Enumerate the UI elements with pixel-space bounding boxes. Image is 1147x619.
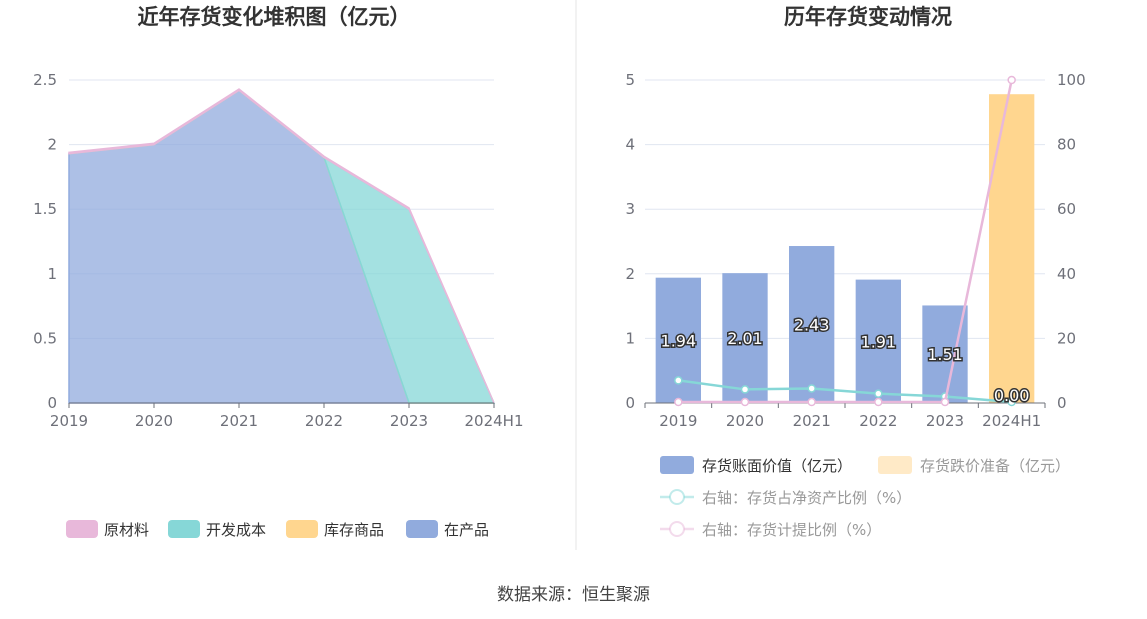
left-x-tick-label: 2020	[135, 412, 173, 430]
left-x-tick-label: 2022	[305, 412, 343, 430]
left-x-tick-label: 2023	[390, 412, 428, 430]
left-legend-label: 原材料	[104, 521, 149, 539]
line-point	[874, 397, 883, 407]
left-x-tick-label: 2019	[50, 412, 88, 430]
bar-value-label: 1.51	[927, 345, 963, 364]
left-legend-item[interactable]: 开发成本	[168, 520, 266, 539]
right-y-right-tick-label: 80	[1057, 136, 1076, 154]
bar-value-label: 0.00	[994, 386, 1030, 405]
left-areas	[68, 88, 496, 404]
right-y-left-tick-label: 2	[625, 265, 635, 283]
left-legend-label: 在产品	[444, 521, 489, 539]
data-source: 数据来源：恒生聚源	[497, 585, 650, 605]
left-legend-item[interactable]: 原材料	[66, 520, 149, 539]
right-x-tick-label: 2021	[793, 412, 831, 430]
right-legend-label: 存货账面价值（亿元）	[702, 457, 852, 475]
right-y-right-tick-label: 20	[1057, 329, 1076, 347]
left-chart-title: 近年存货变化堆积图（亿元）	[138, 5, 411, 29]
left-legend-swatch	[406, 520, 438, 538]
bar-value-label: 1.94	[661, 331, 697, 350]
right-legend-item[interactable]: 右轴：存货计提比例（%）	[660, 521, 881, 539]
left-y-tick-label: 0.5	[33, 329, 57, 347]
right-y-right-tick-label: 40	[1057, 265, 1076, 283]
right-legend-swatch	[660, 456, 694, 474]
line-point	[674, 376, 683, 385]
right-x-tick-label: 2024H1	[982, 412, 1041, 430]
bar-存货账面价值（亿元）	[855, 279, 901, 403]
left-y-tick-label: 1.5	[33, 200, 57, 218]
line-point	[740, 385, 750, 394]
right-y-right-tick-label: 0	[1057, 394, 1067, 412]
left-y-tick-label: 1	[47, 265, 57, 283]
left-legend-item[interactable]: 在产品	[406, 520, 489, 539]
line-point	[940, 397, 950, 407]
right-x-tick-label: 2020	[726, 412, 764, 430]
right-legend-marker	[669, 489, 685, 505]
left-axis: 0 0.5 1 1.5 2 2.5 2019 2020 2021 2022 2023 2024H1	[33, 71, 523, 430]
right-legend-label: 右轴：存货占净资产比例（%）	[702, 489, 911, 507]
line-point	[807, 397, 816, 407]
right-legend-swatch	[878, 456, 912, 474]
stacked-area-chart: 近年存货变化堆积图（亿元） 0 0.5 1 1.5 2 2.5 2019 2020 2021 20…	[33, 5, 523, 539]
right-lines	[674, 75, 1016, 407]
right-legend-label: 存货跌价准备（亿元）	[920, 457, 1070, 475]
left-legend-item[interactable]: 库存商品	[286, 520, 384, 539]
bar-存货跌价准备（亿元）	[989, 94, 1035, 403]
left-y-tick-label: 0	[47, 394, 57, 412]
right-x-tick-label: 2019	[659, 412, 697, 430]
bar-存货账面价值（亿元）	[722, 273, 768, 403]
right-y-left-tick-label: 4	[625, 136, 635, 154]
left-legend-swatch	[286, 520, 318, 538]
right-chart-title: 历年存货变动情况	[784, 5, 952, 29]
right-y-right-tick-label: 100	[1057, 71, 1086, 89]
right-y-left-tick-label: 5	[625, 71, 635, 89]
inventory-change-chart: 历年存货变动情况 0 1 2 3 4 5 0 20 40 60 80 100 2019 2020 2021 2…	[625, 5, 1085, 539]
right-legend-item[interactable]: 右轴：存货占净资产比例（%）	[660, 489, 911, 507]
line-point	[1007, 397, 1016, 407]
area-series-原材料	[68, 88, 495, 404]
right-x-tick-label: 2023	[926, 412, 964, 430]
right-y-right-tick-label: 60	[1057, 200, 1076, 218]
right-y-left-tick-label: 1	[625, 329, 635, 347]
line-point	[1007, 75, 1016, 85]
left-legend-swatch	[66, 520, 98, 538]
left-y-tick-label: 2.5	[33, 71, 57, 89]
right-legend[interactable]: 存货账面价值（亿元） 存货跌价准备（亿元） 右轴：存货占净资产比例（%） 右轴：存货计…	[660, 456, 1070, 539]
right-legend-label: 右轴：存货计提比例（%）	[702, 521, 881, 539]
bar-存货账面价值（亿元）	[789, 246, 835, 403]
line-point	[740, 397, 750, 407]
right-legend-marker	[669, 521, 685, 537]
left-legend-label: 开发成本	[206, 521, 266, 539]
right-bar-labels: 1.94 2.01 2.43 1.91 1.51 0.00	[659, 314, 1031, 406]
left-x-tick-label: 2021	[220, 412, 258, 430]
left-x-tick-label: 2024H1	[465, 412, 524, 430]
bar-value-label: 1.91	[861, 332, 897, 351]
right-y-left-tick-label: 0	[625, 394, 635, 412]
bar-value-label: 2.01	[727, 329, 763, 348]
left-legend-swatch	[168, 520, 200, 538]
left-y-tick-label: 2	[47, 136, 57, 154]
right-legend-item[interactable]: 存货跌价准备（亿元）	[878, 456, 1070, 475]
line-series-右轴：存货占净资产比例（%）	[678, 379, 1012, 404]
bar-value-label: 2.43	[794, 316, 830, 335]
right-grid	[645, 79, 1045, 339]
line-point	[674, 397, 683, 407]
line-point	[807, 384, 816, 393]
line-point	[874, 389, 883, 398]
left-legend[interactable]: 原材料 开发成本 库存商品 在产品	[66, 520, 489, 539]
line-series-右轴：存货计提比例（%）	[678, 79, 1013, 404]
left-legend-label: 库存商品	[324, 521, 384, 539]
right-x-tick-label: 2022	[859, 412, 897, 430]
right-y-left-tick-label: 3	[625, 200, 635, 218]
right-legend-item[interactable]: 存货账面价值（亿元）	[660, 456, 852, 475]
bar-存货账面价值（亿元）	[922, 305, 968, 403]
